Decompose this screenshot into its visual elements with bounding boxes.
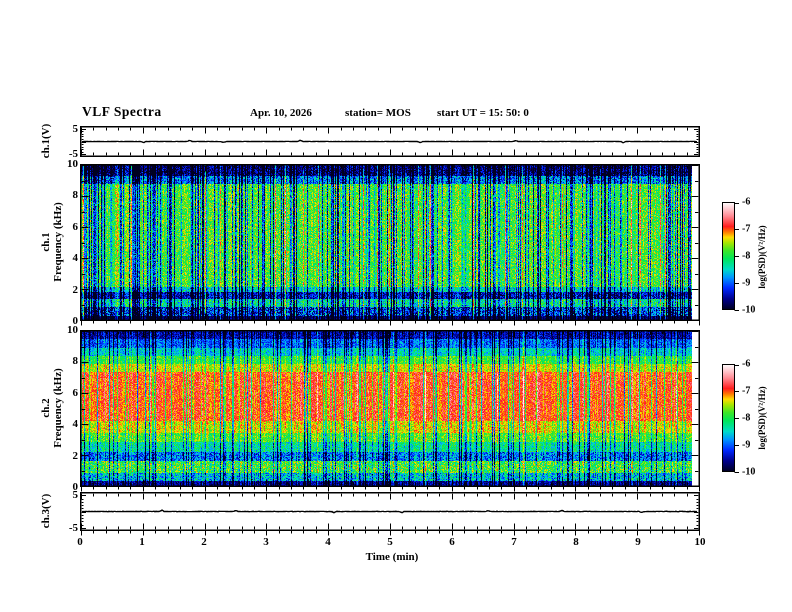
ch1-colorbar-label: log(PSD)(V²/Hz) xyxy=(757,225,767,289)
ch3-voltage-panel xyxy=(80,492,700,537)
frequency-label-line: Frequency (kHz) xyxy=(52,202,64,282)
ch1-colorbar xyxy=(722,202,740,311)
frequency-label-line: Frequency (kHz) xyxy=(52,368,64,448)
ch1-colorbar-tick: -7 xyxy=(742,223,751,235)
ch2-colorbar xyxy=(722,364,740,473)
ch2-spectrogram-ytick: 8 xyxy=(72,355,79,368)
time-axis-tick: 5 xyxy=(387,536,393,548)
ch2-colorbar-tick: -10 xyxy=(742,466,756,478)
time-axis-tick: 8 xyxy=(573,536,579,548)
ch1-spectrogram-ytick: 10 xyxy=(67,158,78,170)
ch2-spectrogram-ytick: 2 xyxy=(72,449,79,462)
ch2-colorbar-tick: -6 xyxy=(742,358,751,370)
ch2-spectrogram-ytick: 10 xyxy=(67,324,78,336)
header-start-ut: start UT = 15: 50: 0 xyxy=(437,107,529,119)
time-axis-tick: 2 xyxy=(201,536,207,548)
ch1-colorbar-tick: -6 xyxy=(742,196,751,208)
ch3-voltage-ytick: 5 xyxy=(72,489,79,502)
ch2-colorbar-tick: -8 xyxy=(742,412,751,424)
time-axis-tick: 9 xyxy=(635,536,641,548)
ch1-voltage-panel xyxy=(80,126,700,157)
ch1-voltage-ylabel: ch.1(V) xyxy=(40,123,52,159)
time-axis-tick: 10 xyxy=(694,536,706,548)
page-title: VLF Spectra xyxy=(82,104,162,119)
ch1-spectrogram-ytick: 0 xyxy=(72,315,79,327)
ch1-voltage-ytick: 5 xyxy=(72,122,79,135)
ch2-spectrogram-panel xyxy=(80,330,700,493)
header-station: station= MOS xyxy=(345,107,411,119)
ch2-label-line: ch.2 xyxy=(40,398,52,418)
time-axis-tick: 3 xyxy=(263,536,269,548)
ch2-colorbar-label: log(PSD)(V²/Hz) xyxy=(757,386,767,450)
ch1-spectrogram-ytick: 6 xyxy=(72,220,79,233)
ch1-colorbar-tick: -9 xyxy=(742,277,751,289)
ch1-spectrogram-panel xyxy=(80,164,700,327)
ch2-colorbar-tick: -9 xyxy=(742,439,751,451)
time-axis-label: Time (min) xyxy=(365,551,419,563)
ch1-frequency-ylabel: ch.1 Frequency (kHz) xyxy=(40,202,64,282)
ch3-voltage-ytick: -5 xyxy=(68,521,78,534)
ch2-colorbar-tick: -7 xyxy=(742,385,751,397)
ch2-spectrogram-ytick: 0 xyxy=(72,481,79,493)
ch3-voltage-ylabel: ch.3(V) xyxy=(40,493,52,529)
ch2-frequency-ylabel: ch.2 Frequency (kHz) xyxy=(40,368,64,448)
ch1-colorbar-tick: -10 xyxy=(742,304,756,316)
ch1-colorbar-tick: -8 xyxy=(742,250,751,262)
ch1-spectrogram-ytick: 4 xyxy=(72,252,79,265)
ch2-spectrogram-ytick: 4 xyxy=(72,418,79,431)
header-date: Apr. 10, 2026 xyxy=(250,107,312,119)
ch1-spectrogram-ytick: 8 xyxy=(72,189,79,202)
ch2-spectrogram-ytick: 6 xyxy=(72,386,79,399)
time-axis-tick: 7 xyxy=(511,536,517,548)
ch1-spectrogram-ytick: 2 xyxy=(72,283,79,296)
time-axis-tick: 0 xyxy=(77,536,83,548)
time-axis-tick: 1 xyxy=(139,536,145,548)
ch1-voltage-ytick: -5 xyxy=(68,148,78,161)
time-axis-tick: 6 xyxy=(449,536,455,548)
time-axis-tick: 4 xyxy=(325,536,331,548)
ch1-label-line: ch.1 xyxy=(40,232,52,252)
